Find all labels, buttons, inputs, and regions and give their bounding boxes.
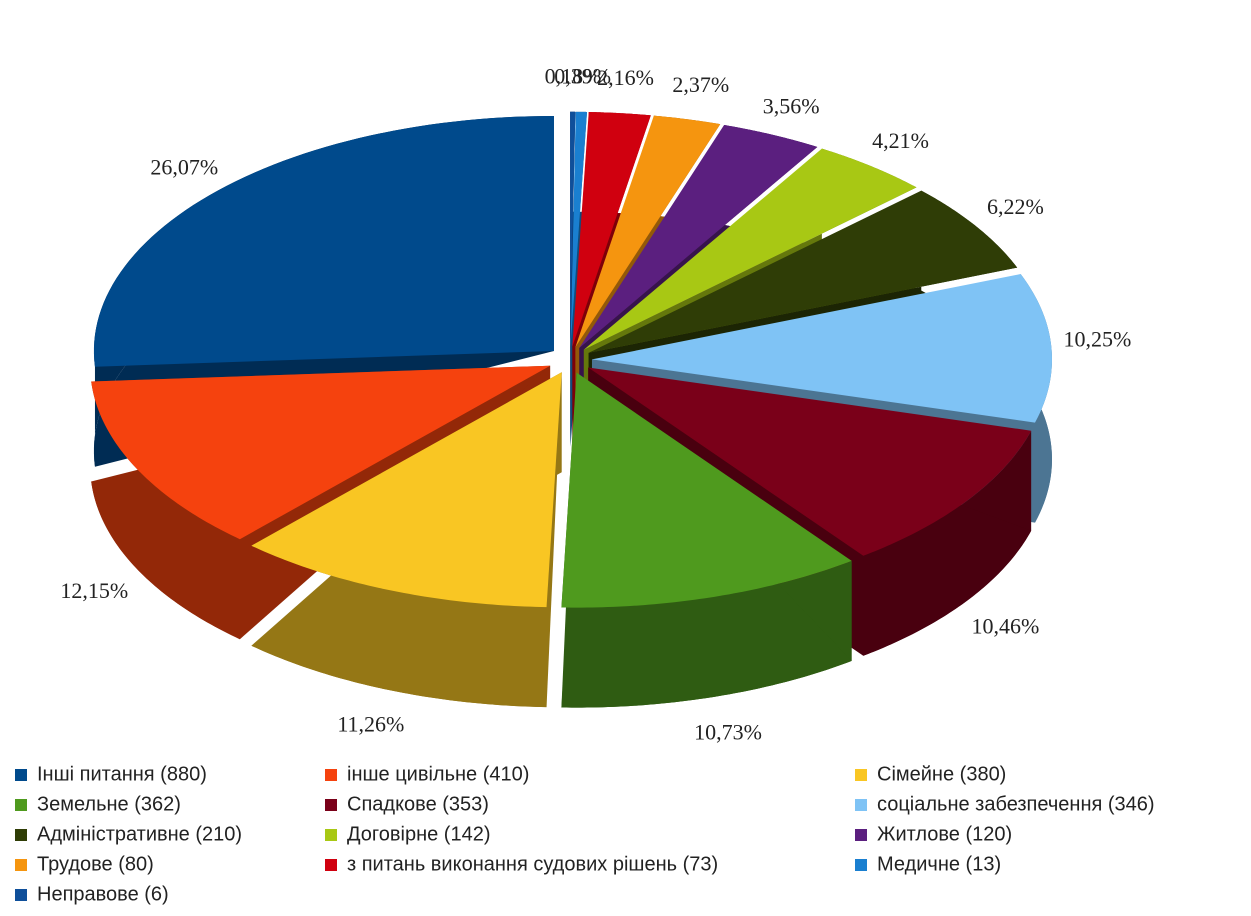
legend-label: Сімейне (380) [877,763,1006,785]
legend-swatch [325,799,337,811]
data-label: 2,37% [672,72,729,97]
legend-label: соціальне забезпечення (346) [877,793,1155,815]
slice [570,111,576,347]
slice [570,111,587,347]
legend-label: Земельне (362) [37,793,181,815]
slice [251,372,562,608]
data-label: 2,16% [597,65,654,90]
legend-swatch [325,829,337,841]
legend-label: Договірне (142) [347,823,490,845]
slice [91,365,551,540]
slice [561,372,852,608]
slice [572,112,651,347]
legend-swatch [325,769,337,781]
slice [583,148,917,350]
data-label: 4,21% [872,128,929,153]
legend-swatch [15,859,27,871]
data-label: 10,73% [694,719,762,744]
legend-label: Житлове (120) [877,823,1012,845]
legend-swatch [15,769,27,781]
legend-label: Медичне (13) [877,853,1001,875]
slice-side [91,365,551,640]
legend-label: Трудове (80) [37,853,154,875]
slice [93,115,554,367]
legend-label: з питань виконання судових рішень (73) [347,853,718,875]
legend-swatch [15,799,27,811]
data-label: 10,25% [1063,327,1131,352]
legend-label: Спадкове (353) [347,793,489,815]
legend-label: Адміністративне (210) [37,823,242,845]
data-label: 10,46% [972,614,1040,639]
legend-label: інше цивільне (410) [347,763,529,785]
legend-swatch [325,859,337,871]
legend-swatch [855,769,867,781]
slice [591,274,1052,423]
legend-label: Інші питання (880) [37,763,207,785]
data-label: 3,56% [763,93,820,118]
data-label: 12,15% [60,578,128,603]
legend-swatch [855,829,867,841]
data-label: 11,26% [337,712,404,737]
data-label: 0,39% [554,64,611,89]
slice [575,115,721,348]
slice [588,190,1018,353]
data-label: 26,07% [150,154,218,179]
legend-swatch [15,889,27,901]
slice [579,124,818,349]
legend-swatch [15,829,27,841]
data-label: 0,18% [545,64,602,89]
legend-swatch [855,799,867,811]
slice [588,367,1032,556]
data-label: 6,22% [987,194,1044,219]
legend-swatch [855,859,867,871]
legend-label: Неправове (6) [37,883,169,905]
